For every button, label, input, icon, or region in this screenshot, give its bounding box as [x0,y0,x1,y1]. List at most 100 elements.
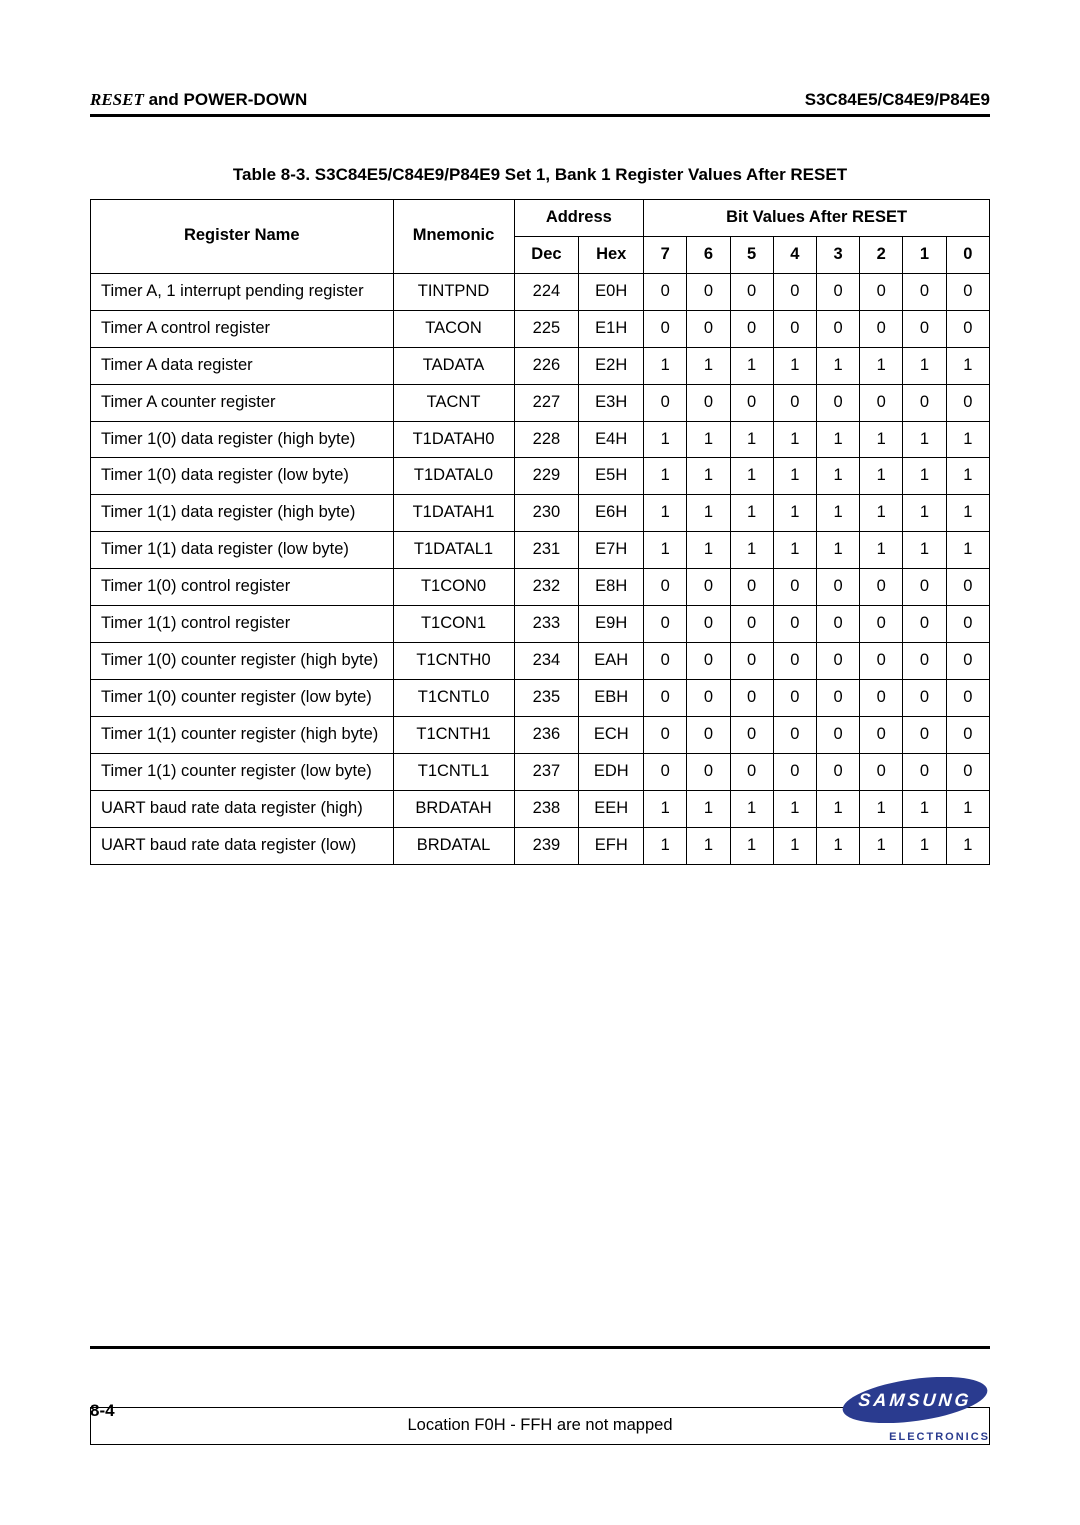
col-bit-values: Bit Values After RESET [644,200,990,237]
cell-bit: 0 [687,716,730,753]
cell-bit: 1 [644,827,687,864]
col-address: Address [514,200,644,237]
cell-bit: 1 [946,495,989,532]
table-row: Timer 1(1) counter register (low byte)T1… [91,753,990,790]
cell-dec: 228 [514,421,579,458]
cell-bit: 0 [730,643,773,680]
cell-bit: 0 [773,384,816,421]
cell-bit: 0 [730,606,773,643]
cell-bit: 1 [687,495,730,532]
cell-bit: 0 [860,679,903,716]
samsung-logo: SAMSUNG ELECTRONICS [840,1377,990,1445]
cell-bit: 1 [903,827,946,864]
cell-bit: 0 [644,643,687,680]
cell-hex: E7H [579,532,644,569]
cell-bit: 0 [687,679,730,716]
cell-bit: 0 [644,273,687,310]
cell-mnemonic: T1CNTL1 [393,753,514,790]
cell-bit: 1 [687,532,730,569]
cell-register-name: Timer 1(0) counter register (low byte) [91,679,394,716]
cell-bit: 1 [687,827,730,864]
cell-register-name: Timer 1(0) data register (high byte) [91,421,394,458]
cell-bit: 0 [730,310,773,347]
cell-bit: 0 [946,679,989,716]
cell-bit: 1 [860,790,903,827]
cell-bit: 0 [644,310,687,347]
cell-mnemonic: T1CON1 [393,606,514,643]
bit-label-2: 2 [860,236,903,273]
cell-hex: E4H [579,421,644,458]
cell-hex: EBH [579,679,644,716]
cell-bit: 1 [816,347,859,384]
sub-dec: Dec [514,236,579,273]
cell-bit: 0 [730,716,773,753]
cell-dec: 235 [514,679,579,716]
table-row: Timer 1(1) data register (high byte)T1DA… [91,495,990,532]
cell-mnemonic: TADATA [393,347,514,384]
bit-label-6: 6 [687,236,730,273]
cell-bit: 0 [903,716,946,753]
cell-bit: 0 [903,384,946,421]
cell-bit: 0 [644,384,687,421]
cell-bit: 1 [644,532,687,569]
cell-hex: E5H [579,458,644,495]
cell-bit: 1 [903,458,946,495]
bit-label-7: 7 [644,236,687,273]
cell-dec: 225 [514,310,579,347]
cell-bit: 1 [730,532,773,569]
cell-mnemonic: T1CNTH0 [393,643,514,680]
bit-label-4: 4 [773,236,816,273]
table-caption: Table 8-3. S3C84E5/C84E9/P84E9 Set 1, Ba… [90,165,990,185]
cell-bit: 0 [946,606,989,643]
table-row: Timer 1(0) control registerT1CON0232E8H0… [91,569,990,606]
cell-bit: 1 [816,827,859,864]
cell-bit: 0 [946,643,989,680]
cell-bit: 0 [687,384,730,421]
cell-bit: 1 [773,458,816,495]
cell-bit: 1 [644,347,687,384]
cell-bit: 1 [903,532,946,569]
cell-bit: 1 [730,347,773,384]
cell-bit: 0 [773,569,816,606]
cell-bit: 1 [644,421,687,458]
cell-dec: 237 [514,753,579,790]
page-header: RESET and POWER-DOWN S3C84E5/C84E9/P84E9 [90,90,990,117]
cell-bit: 0 [644,716,687,753]
cell-bit: 1 [773,495,816,532]
cell-bit: 1 [644,458,687,495]
cell-bit: 0 [860,273,903,310]
cell-register-name: UART baud rate data register (low) [91,827,394,864]
cell-bit: 1 [644,790,687,827]
cell-bit: 0 [687,273,730,310]
cell-bit: 1 [946,421,989,458]
table-row: Timer 1(1) counter register (high byte)T… [91,716,990,753]
cell-bit: 1 [946,458,989,495]
cell-bit: 0 [903,273,946,310]
cell-bit: 0 [816,606,859,643]
cell-bit: 0 [860,716,903,753]
cell-register-name: Timer A control register [91,310,394,347]
cell-mnemonic: TACNT [393,384,514,421]
cell-bit: 1 [860,532,903,569]
cell-bit: 0 [687,643,730,680]
cell-bit: 0 [903,643,946,680]
cell-bit: 0 [644,569,687,606]
cell-hex: E2H [579,347,644,384]
cell-bit: 1 [860,458,903,495]
cell-dec: 229 [514,458,579,495]
cell-bit: 0 [946,753,989,790]
cell-mnemonic: T1DATAH1 [393,495,514,532]
cell-mnemonic: TINTPND [393,273,514,310]
header-right: S3C84E5/C84E9/P84E9 [805,90,990,110]
cell-bit: 1 [903,495,946,532]
table-row: Timer 1(1) data register (low byte)T1DAT… [91,532,990,569]
cell-bit: 0 [644,679,687,716]
cell-dec: 239 [514,827,579,864]
register-table: Register Name Mnemonic Address Bit Value… [90,199,990,865]
cell-bit: 1 [687,790,730,827]
cell-register-name: Timer 1(1) data register (high byte) [91,495,394,532]
cell-bit: 1 [644,495,687,532]
table-row: Timer 1(0) counter register (high byte)T… [91,643,990,680]
cell-mnemonic: TACON [393,310,514,347]
cell-bit: 1 [730,495,773,532]
